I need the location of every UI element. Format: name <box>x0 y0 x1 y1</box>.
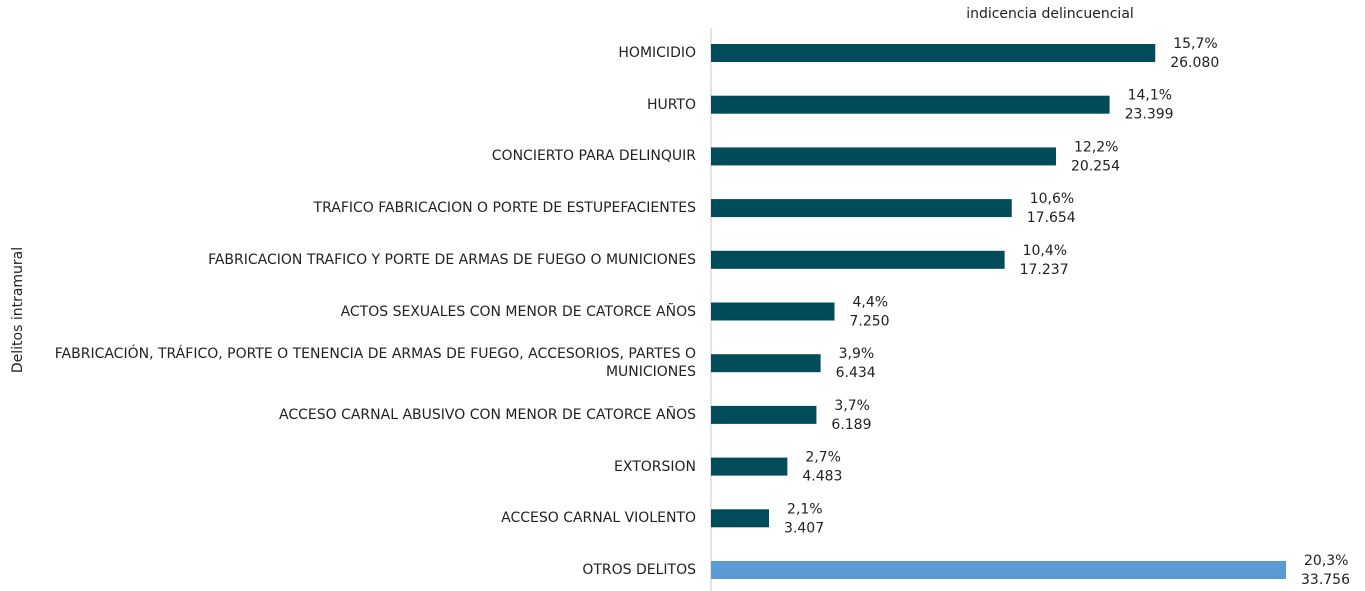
category-label: FABRICACIÓN, TRÁFICO, PORTE O TENENCIA D… <box>54 346 696 381</box>
bar <box>711 509 770 528</box>
share-label: 2,7% <box>805 450 841 466</box>
value-label: 26.080 <box>1170 55 1219 71</box>
bar <box>711 199 1012 218</box>
bar <box>711 354 821 373</box>
share-label: 3,9% <box>839 346 875 362</box>
share-label: 2,1% <box>787 501 823 517</box>
share-label: 12,2% <box>1074 139 1118 155</box>
category-label: HOMICIDIO <box>618 45 696 61</box>
value-label: 17.237 <box>1020 262 1069 278</box>
bar <box>711 95 1110 114</box>
value-label: 3.407 <box>784 520 824 536</box>
share-label: 3,7% <box>834 398 870 414</box>
value-label: 33.756 <box>1301 572 1350 588</box>
value-label: 6.189 <box>831 417 871 433</box>
share-label: 4,4% <box>852 295 888 311</box>
share-label: 10,4% <box>1023 243 1067 259</box>
category-label: ACTOS SEXUALES CON MENOR DE CATORCE AÑOS <box>340 303 696 320</box>
value-label: 4.483 <box>802 469 842 485</box>
bar <box>711 302 835 321</box>
share-label: 10,6% <box>1030 191 1074 207</box>
bar <box>711 250 1005 269</box>
bar <box>711 561 1286 579</box>
bar <box>711 405 817 424</box>
share-label: 15,7% <box>1173 36 1217 52</box>
value-label: 23.399 <box>1125 107 1174 123</box>
value-label: 7.250 <box>849 314 889 330</box>
category-label: FABRICACION TRAFICO Y PORTE DE ARMAS DE … <box>208 251 696 268</box>
value-label: 20.254 <box>1071 158 1120 174</box>
chart-title: indicencia delincuencial <box>966 6 1134 22</box>
bar <box>711 457 788 476</box>
bar <box>711 44 1156 62</box>
category-label: OTROS DELITOS <box>582 562 696 578</box>
bar <box>711 147 1057 166</box>
category-label: ACCESO CARNAL VIOLENTO <box>501 510 696 527</box>
category-label: ACCESO CARNAL ABUSIVO CON MENOR DE CATOR… <box>279 406 696 423</box>
category-label: HURTO <box>646 96 696 113</box>
y-axis-label: Delitos intramural <box>10 247 26 373</box>
category-label: CONCIERTO PARA DELINQUIR <box>491 148 696 165</box>
value-label: 17.654 <box>1027 210 1076 226</box>
category-label: TRAFICO FABRICACION O PORTE DE ESTUPEFAC… <box>313 200 696 217</box>
category-label: EXTORSION <box>614 458 696 475</box>
value-label: 6.434 <box>836 365 876 381</box>
share-label: 20,3% <box>1304 553 1348 569</box>
share-label: 14,1% <box>1128 88 1172 104</box>
